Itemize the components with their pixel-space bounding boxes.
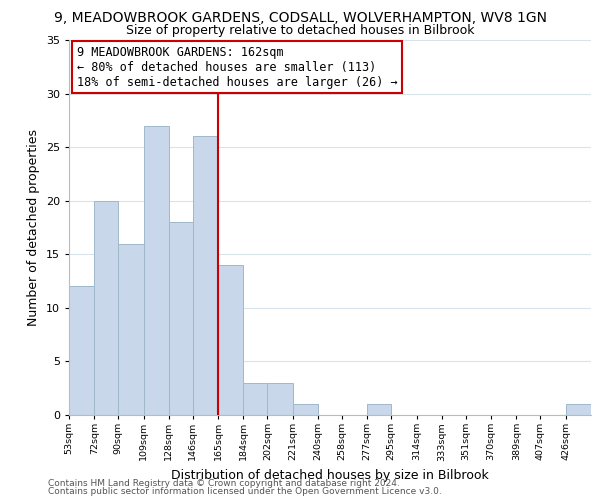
Bar xyxy=(69,286,94,415)
Text: 9 MEADOWBROOK GARDENS: 162sqm
← 80% of detached houses are smaller (113)
18% of : 9 MEADOWBROOK GARDENS: 162sqm ← 80% of d… xyxy=(77,46,397,88)
Bar xyxy=(244,383,268,415)
Bar xyxy=(118,244,143,415)
Bar xyxy=(218,265,244,415)
Bar xyxy=(268,383,293,415)
Bar xyxy=(566,404,591,415)
Bar xyxy=(193,136,218,415)
Bar xyxy=(367,404,391,415)
Bar xyxy=(143,126,169,415)
Text: 9, MEADOWBROOK GARDENS, CODSALL, WOLVERHAMPTON, WV8 1GN: 9, MEADOWBROOK GARDENS, CODSALL, WOLVERH… xyxy=(53,11,547,25)
Text: Contains HM Land Registry data © Crown copyright and database right 2024.: Contains HM Land Registry data © Crown c… xyxy=(48,478,400,488)
Bar xyxy=(169,222,193,415)
Bar xyxy=(293,404,318,415)
Y-axis label: Number of detached properties: Number of detached properties xyxy=(27,129,40,326)
Text: Contains public sector information licensed under the Open Government Licence v3: Contains public sector information licen… xyxy=(48,487,442,496)
Bar xyxy=(94,200,118,415)
Text: Size of property relative to detached houses in Bilbrook: Size of property relative to detached ho… xyxy=(126,24,474,37)
X-axis label: Distribution of detached houses by size in Bilbrook: Distribution of detached houses by size … xyxy=(171,469,489,482)
